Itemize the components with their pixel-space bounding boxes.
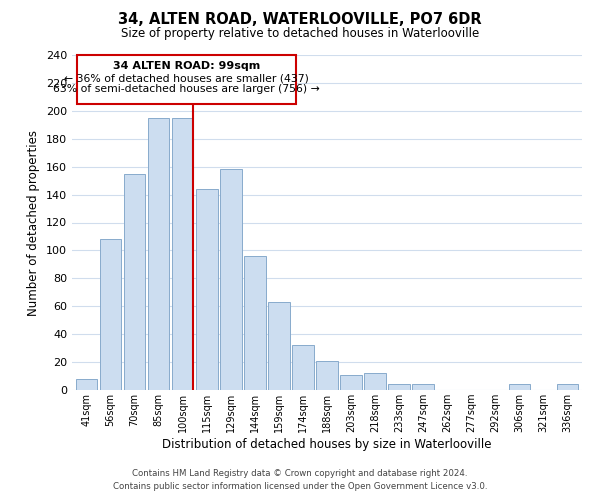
Bar bbox=[77, 55, 296, 104]
Y-axis label: Number of detached properties: Number of detached properties bbox=[28, 130, 40, 316]
Bar bbox=[316, 360, 338, 390]
Bar bbox=[557, 384, 578, 390]
Bar bbox=[124, 174, 145, 390]
Bar bbox=[364, 373, 386, 390]
Text: Size of property relative to detached houses in Waterlooville: Size of property relative to detached ho… bbox=[121, 28, 479, 40]
Bar bbox=[509, 384, 530, 390]
Bar bbox=[268, 302, 290, 390]
Text: 34, ALTEN ROAD, WATERLOOVILLE, PO7 6DR: 34, ALTEN ROAD, WATERLOOVILLE, PO7 6DR bbox=[118, 12, 482, 28]
Bar bbox=[100, 240, 121, 390]
Bar bbox=[340, 374, 362, 390]
Text: 34 ALTEN ROAD: 99sqm: 34 ALTEN ROAD: 99sqm bbox=[113, 62, 260, 72]
Bar bbox=[196, 189, 218, 390]
Bar bbox=[412, 384, 434, 390]
X-axis label: Distribution of detached houses by size in Waterlooville: Distribution of detached houses by size … bbox=[162, 438, 492, 451]
Text: Contains HM Land Registry data © Crown copyright and database right 2024.
Contai: Contains HM Land Registry data © Crown c… bbox=[113, 469, 487, 491]
Bar bbox=[148, 118, 169, 390]
Bar bbox=[388, 384, 410, 390]
Bar bbox=[220, 170, 242, 390]
Text: 63% of semi-detached houses are larger (756) →: 63% of semi-detached houses are larger (… bbox=[53, 84, 320, 94]
Text: ← 36% of detached houses are smaller (437): ← 36% of detached houses are smaller (43… bbox=[64, 73, 309, 83]
Bar bbox=[76, 379, 97, 390]
Bar bbox=[244, 256, 266, 390]
Bar bbox=[172, 118, 193, 390]
Bar bbox=[292, 346, 314, 390]
